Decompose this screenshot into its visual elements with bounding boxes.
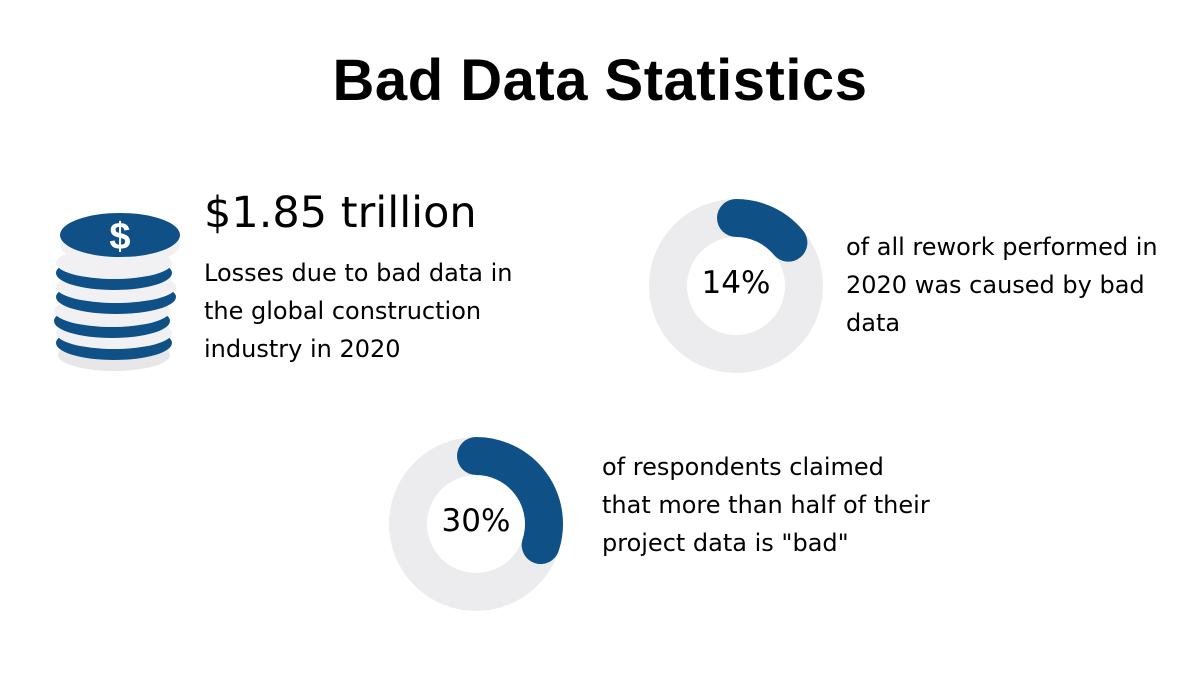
rework-donut-chart: 14% xyxy=(648,198,824,374)
rework-description: of all rework performed in 2020 was caus… xyxy=(846,233,1158,337)
coin-stack-icon: $ xyxy=(54,213,180,371)
respondents-description: of respondents claimed that more than ha… xyxy=(602,453,930,557)
respondents-donut-arc xyxy=(457,437,563,565)
page-title: Bad Data Statistics xyxy=(332,48,868,113)
respondents-donut-chart: 30% xyxy=(388,436,564,612)
rework-percent-label: 14% xyxy=(701,265,771,301)
respondents-donut-svg xyxy=(389,437,563,611)
respondents-percent-label: 30% xyxy=(441,503,511,539)
rework-donut-arc xyxy=(717,199,808,262)
svg-text:$: $ xyxy=(109,216,130,258)
losses-description: Losses due to bad data in the global con… xyxy=(204,259,513,363)
losses-amount: $1.85 trillion xyxy=(204,188,477,238)
rework-donut-svg xyxy=(649,199,823,373)
